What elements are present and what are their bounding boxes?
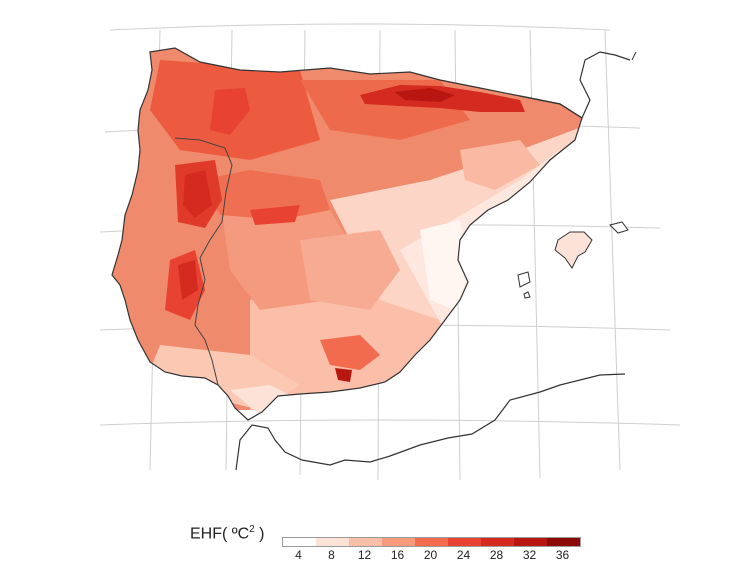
legend-tick-label: 16 xyxy=(390,548,405,562)
legend-swatch xyxy=(316,538,349,546)
balearic-islands xyxy=(517,221,629,299)
legend-colorbar xyxy=(282,537,581,547)
legend-ticks: 4 8 12 16 20 24 28 32 36 xyxy=(282,546,582,566)
legend-swatch xyxy=(349,538,382,546)
legend-title-suffix: ) xyxy=(254,525,265,543)
legend-tick-label: 20 xyxy=(423,548,438,562)
legend-swatch xyxy=(415,538,448,546)
legend-title-prefix: EHF( ºC xyxy=(190,525,250,543)
legend-swatch xyxy=(448,538,481,546)
legend-swatch xyxy=(514,538,547,546)
legend-title-sup: 2 xyxy=(249,524,255,535)
legend-swatch xyxy=(547,538,580,546)
heat-map xyxy=(99,23,681,481)
france-coastline xyxy=(519,51,631,119)
north-africa-coastline xyxy=(235,373,626,471)
legend-swatch xyxy=(481,538,514,546)
legend-tick-label: 36 xyxy=(555,548,570,562)
legend-tick-label: 32 xyxy=(522,548,537,562)
legend-tick-label: 4 xyxy=(295,548,302,562)
legend-title: EHF( ºC2 ) xyxy=(190,524,265,543)
legend-tick-label: 8 xyxy=(328,548,335,562)
legend-tick-label: 12 xyxy=(357,548,372,562)
legend-swatch xyxy=(382,538,415,546)
corsica-edge xyxy=(631,51,637,61)
legend-tick-label: 28 xyxy=(489,548,504,562)
legend-tick-label: 24 xyxy=(456,548,471,562)
legend-swatch xyxy=(283,538,316,546)
